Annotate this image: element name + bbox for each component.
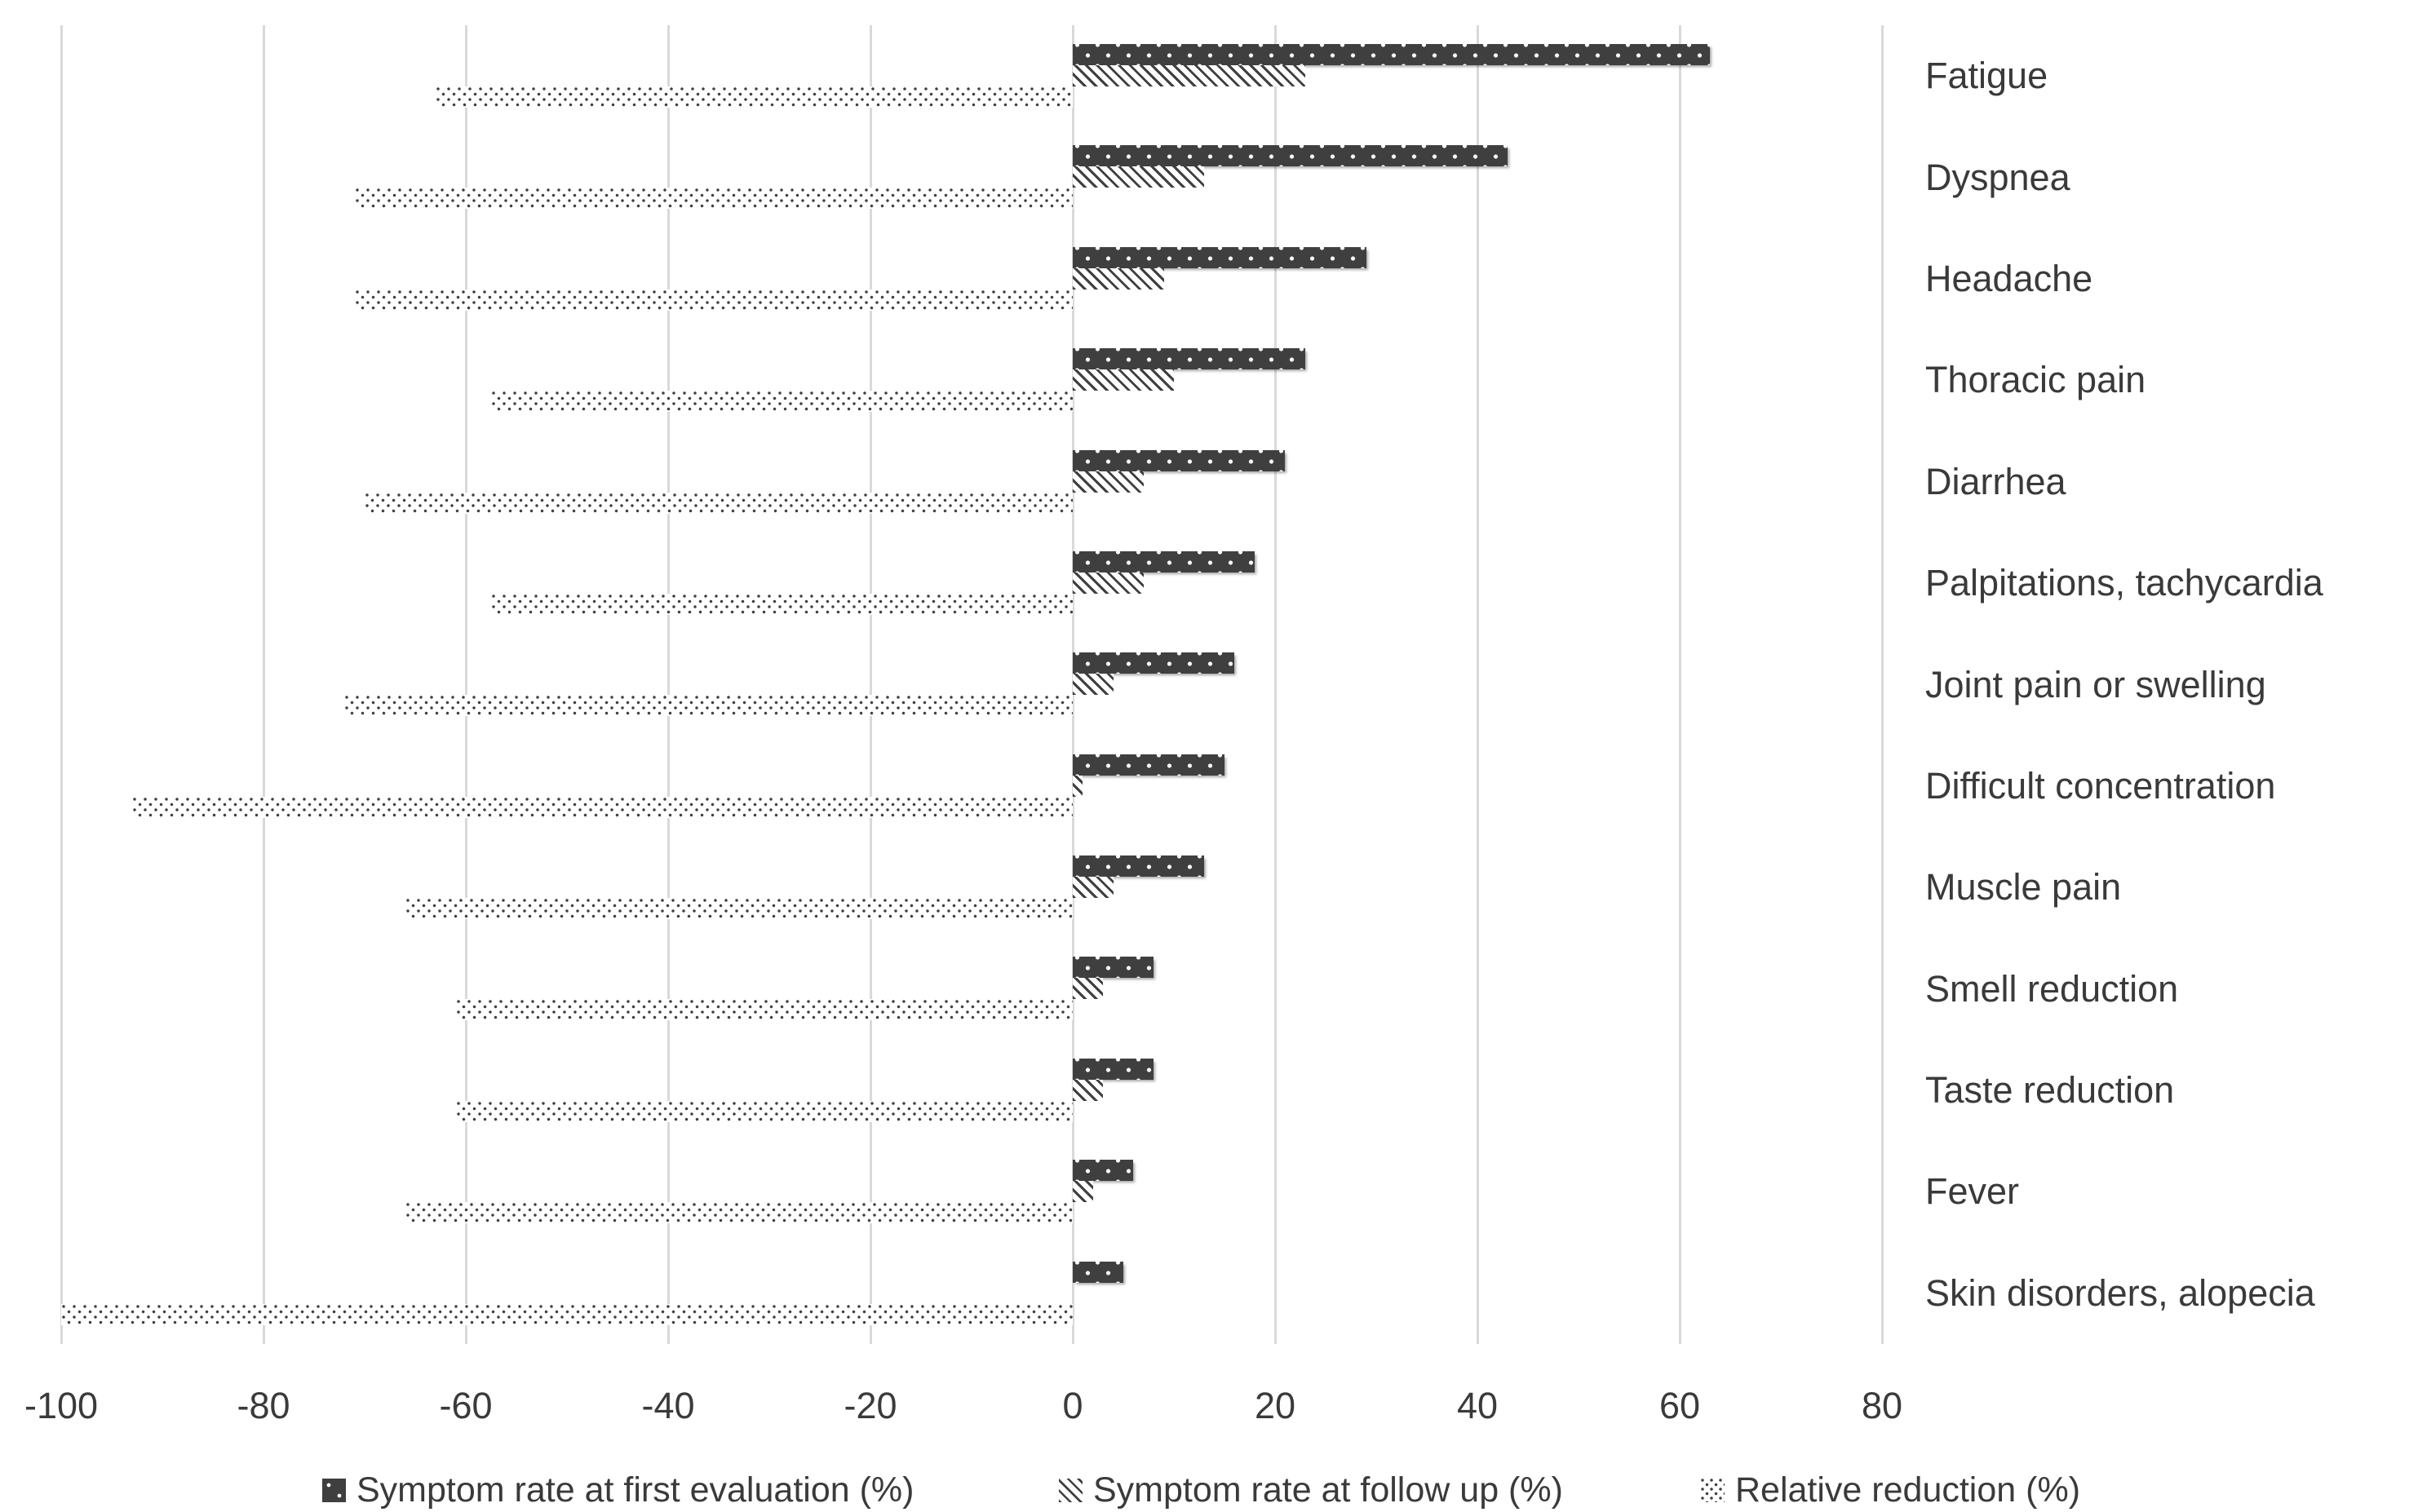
bar-relative-reduction [455,999,1073,1021]
gridline--80 [262,25,265,1344]
category-label: Difficult concentration [1925,764,2276,807]
bar-first-evaluation [1073,550,1255,573]
bar-first-evaluation [1073,1160,1134,1182]
bar-follow-up [1073,369,1174,391]
x-axis-tick-label: 60 [1658,1385,1701,1426]
category-label: Taste reduction [1925,1069,2175,1112]
category-label: Palpitations, tachycardia [1925,562,2323,604]
bar-follow-up [1073,572,1144,594]
gridline-20 [1273,25,1277,1344]
bar-first-evaluation [1073,1261,1123,1283]
category-label: Thoracic pain [1925,359,2146,401]
bar-follow-up [1073,166,1205,188]
legend-marker-first-evaluation-icon [322,1478,346,1502]
x-axis-tick-label: 40 [1456,1385,1499,1426]
bar-relative-reduction [491,593,1073,615]
legend-marker-follow-up-icon [1059,1478,1083,1502]
legend-item-relative-reduction: Relative reduction (%) [1701,1471,2080,1509]
bar-follow-up [1073,1079,1104,1101]
gridline--20 [869,25,872,1344]
category-label: Fatigue [1925,55,2048,97]
bar-follow-up [1073,877,1114,899]
bar-first-evaluation [1073,652,1235,674]
gridline--40 [666,25,670,1344]
bar-relative-reduction [491,391,1073,413]
gridline-40 [1476,25,1479,1344]
x-axis-tick-label: -40 [641,1385,695,1426]
x-axis-tick-label: -60 [439,1385,493,1426]
bar-first-evaluation [1073,957,1154,979]
bar-first-evaluation [1073,855,1205,878]
x-axis-tick-label: -80 [237,1385,290,1426]
bar-follow-up [1073,65,1306,86]
bar-follow-up [1073,978,1104,1000]
category-label: Skin disorders, alopecia [1925,1271,2315,1314]
gridline--60 [464,25,467,1344]
bar-follow-up [1073,1181,1093,1203]
bar-relative-reduction [344,695,1073,717]
gridline--100 [60,25,63,1344]
bar-follow-up [1073,267,1164,290]
x-axis-tick-label: -100 [24,1385,99,1426]
bar-relative-reduction [354,289,1073,311]
bar-relative-reduction [435,86,1073,108]
category-label: Smell reduction [1925,967,2179,1010]
bar-follow-up [1073,674,1114,696]
legend-label-follow-up: Symptom rate at follow up (%) [1093,1470,1563,1510]
bar-first-evaluation [1073,44,1711,65]
category-label: Joint pain or swelling [1925,663,2266,705]
bar-relative-reduction [61,1303,1073,1325]
category-label: Dyspnea [1925,156,2070,198]
category-label: Diarrhea [1925,460,2066,502]
x-axis-tick-label: 20 [1254,1385,1296,1426]
bar-relative-reduction [131,796,1073,818]
bar-first-evaluation [1073,348,1306,370]
bar-relative-reduction [455,1100,1073,1122]
x-axis-tick-label: 80 [1861,1385,1903,1426]
legend-label-relative-reduction: Relative reduction (%) [1735,1470,2081,1510]
bar-follow-up [1073,471,1144,493]
bar-first-evaluation [1073,1058,1154,1080]
bar-first-evaluation [1073,754,1224,776]
bar-relative-reduction [405,898,1073,920]
bar-relative-reduction [405,1202,1073,1224]
x-axis-tick-label: 0 [1062,1385,1083,1426]
bar-relative-reduction [365,492,1073,514]
legend-marker-relative-reduction-icon [1701,1478,1725,1502]
gridline-80 [1880,25,1884,1344]
legend-label-first-evaluation: Symptom rate at first evaluation (%) [356,1470,914,1510]
bar-first-evaluation [1073,449,1286,471]
bar-follow-up [1073,775,1083,797]
x-axis-tick-label: -20 [844,1385,897,1426]
category-label: Headache [1925,257,2093,299]
bar-relative-reduction [354,188,1073,210]
gridline-60 [1678,25,1681,1344]
legend-item-follow-up: Symptom rate at follow up (%) [1059,1471,1563,1509]
legend: Symptom rate at first evaluation (%) Sym… [0,1471,2409,1512]
legend-item-first-evaluation: Symptom rate at first evaluation (%) [322,1471,914,1509]
bar-first-evaluation [1073,145,1508,167]
category-label: Fever [1925,1170,2020,1213]
category-label: Muscle pain [1925,866,2122,909]
bar-first-evaluation [1073,246,1366,268]
